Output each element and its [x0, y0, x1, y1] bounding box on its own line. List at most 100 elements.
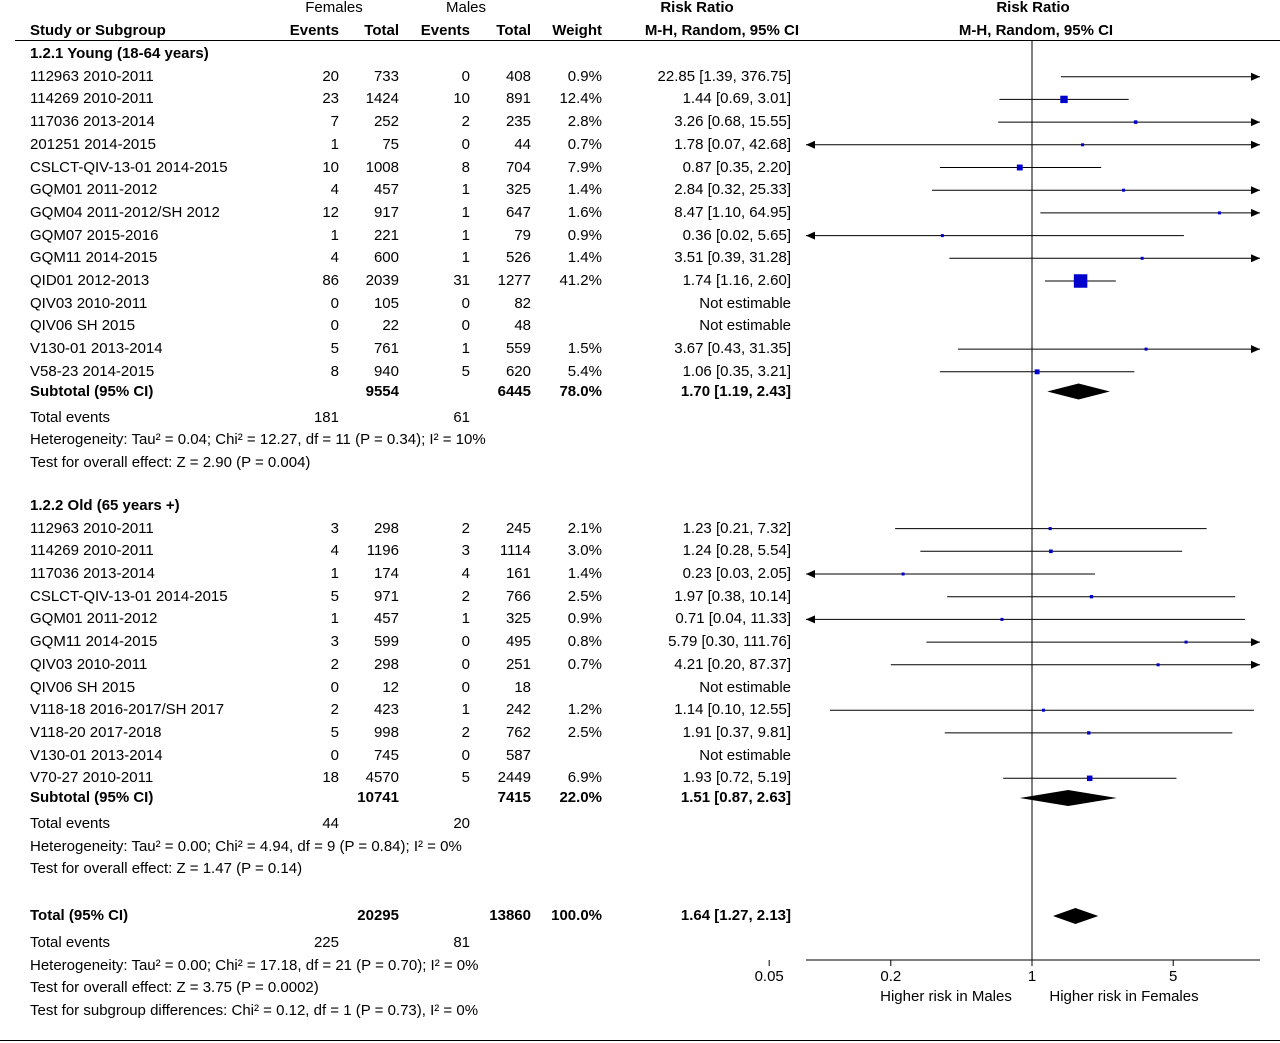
grand-total-events-females: 225 [313, 934, 339, 951]
study-name: GQM11 2014-2015 [30, 633, 158, 651]
risk-ratio-ci: 0.23 [0.03, 2.05] [682, 565, 791, 582]
ci-arrow-left-7 [806, 231, 815, 240]
header-total-females: Total [364, 22, 399, 39]
x-tick-label: 1 [1027, 968, 1037, 985]
subgroup-title: 1.2.2 Old (65 years +) [30, 496, 180, 514]
events-males: 2 [461, 113, 470, 131]
total-events-label: Total events [30, 815, 111, 832]
ci-arrow-right-20 [1251, 660, 1260, 669]
events-females: 4 [330, 249, 339, 267]
events-males: 1 [461, 181, 470, 199]
weight-value: 2.5% [567, 587, 602, 605]
study-name: 201251 2014-2015 [30, 135, 156, 153]
events-males: 31 [453, 272, 470, 289]
heterogeneity-text: Heterogeneity: Tau² = 0.00; Chi² = 4.94,… [30, 837, 462, 855]
total-males: 325 [505, 610, 531, 628]
weight-value: 12.4% [559, 90, 602, 108]
total-events-males: 61 [453, 408, 470, 426]
events-females: 7 [330, 113, 339, 131]
x-tick-label: 5 [1169, 968, 1178, 985]
events-females: 1 [330, 610, 339, 628]
study-name: 114269 2010-2011 [30, 90, 154, 108]
weight-value: 1.4% [567, 181, 602, 199]
weight-value: 0.7% [567, 655, 602, 673]
total-total-females: 20295 [357, 907, 399, 924]
ci-arrow-right-19 [1251, 638, 1260, 647]
events-females: 0 [330, 678, 339, 696]
total-females: 174 [373, 565, 399, 582]
study-name: V118-20 2017-2018 [30, 723, 162, 741]
events-males: 2 [461, 519, 470, 537]
total-females: 745 [373, 746, 399, 764]
total-males: 620 [505, 362, 531, 380]
events-females: 4 [330, 181, 339, 199]
total-males: 44 [514, 135, 531, 153]
events-females: 5 [330, 587, 339, 605]
ci-arrow-right-12 [1251, 345, 1260, 354]
x-tick-label: 0.2 [880, 968, 902, 985]
events-males: 0 [461, 317, 470, 335]
header-males: Males [445, 0, 486, 16]
study-name: GQM04 2011-2012/SH 2012 [30, 203, 220, 221]
study-name: V118-18 2016-2017/SH 2017 [30, 701, 225, 719]
total-males: 495 [505, 633, 531, 651]
total-males: 235 [505, 113, 531, 131]
overall-effect-text: Test for overall effect: Z = 2.90 (P = 0… [30, 453, 311, 471]
events-males: 10 [453, 90, 470, 108]
total-females: 4570 [365, 769, 399, 787]
point-estimate-25 [1086, 775, 1093, 782]
point-estimate-8 [1140, 256, 1144, 260]
weight-value: 3.0% [567, 542, 602, 560]
total-males: 48 [514, 317, 531, 335]
total-females: 998 [373, 723, 399, 741]
ci-arrow-left-18 [806, 615, 815, 624]
events-females: 0 [330, 317, 339, 335]
point-estimate-1 [1060, 95, 1068, 104]
events-females: 3 [330, 519, 339, 537]
risk-ratio-ci: 1.74 [1.16, 2.60] [682, 272, 791, 289]
header-total-males: Total [496, 22, 531, 39]
header-method-left: M-H, Random, 95% CI [644, 22, 799, 39]
total-ci: 1.64 [1.27, 2.13] [680, 907, 791, 924]
summary-diamond-overall [1052, 908, 1099, 924]
total-females: 298 [373, 655, 399, 673]
point-estimate-13 [1034, 369, 1040, 375]
risk-ratio-ci: 2.84 [0.32, 25.33] [674, 181, 791, 199]
events-males: 0 [461, 678, 470, 696]
risk-ratio-ci: 1.78 [0.07, 42.68] [674, 135, 791, 153]
events-males: 0 [461, 633, 470, 651]
study-name: V130-01 2013-2014 [30, 340, 163, 358]
risk-ratio-ci: Not estimable [699, 746, 791, 764]
point-estimate-22 [1041, 708, 1045, 712]
weight-value: 1.4% [567, 565, 602, 582]
study-name: CSLCT-QIV-13-01 2014-2015 [30, 587, 228, 605]
total-males: 161 [505, 565, 531, 582]
ci-arrow-right-0 [1251, 72, 1260, 81]
study-name: GQM07 2015-2016 [30, 226, 159, 244]
total-females: 457 [373, 610, 399, 628]
header-rule [15, 40, 1280, 41]
subtotal-ci: 1.51 [0.87, 2.63] [680, 789, 791, 806]
weight-value: 2.8% [567, 113, 602, 131]
risk-ratio-ci: 1.14 [0.10, 12.55] [674, 701, 791, 719]
total-females: 917 [373, 203, 399, 221]
total-total-males: 13860 [489, 907, 531, 924]
total-females: 22 [382, 317, 399, 335]
events-males: 1 [461, 340, 470, 358]
events-males: 5 [461, 362, 470, 380]
total-males: 526 [505, 249, 531, 267]
subgroup-title: 1.2.1 Young (18-64 years) [30, 45, 209, 62]
total-females: 1008 [365, 158, 399, 176]
total-males: 587 [505, 746, 531, 764]
subgroup-differences-text: Test for subgroup differences: Chi² = 0.… [30, 1002, 479, 1019]
weight-value: 0.8% [567, 633, 602, 651]
total-males: 245 [505, 519, 531, 537]
subtotal-total-males: 7415 [497, 789, 531, 806]
total-events-males: 20 [453, 815, 470, 832]
events-females: 23 [322, 90, 339, 108]
summary-diamond-0 [1047, 383, 1110, 400]
risk-ratio-ci: 0.71 [0.04, 11.33] [675, 610, 791, 628]
study-name: 117036 2013-2014 [30, 565, 155, 582]
total-males: 1114 [499, 542, 531, 560]
heterogeneity-text: Heterogeneity: Tau² = 0.04; Chi² = 12.27… [30, 431, 486, 449]
